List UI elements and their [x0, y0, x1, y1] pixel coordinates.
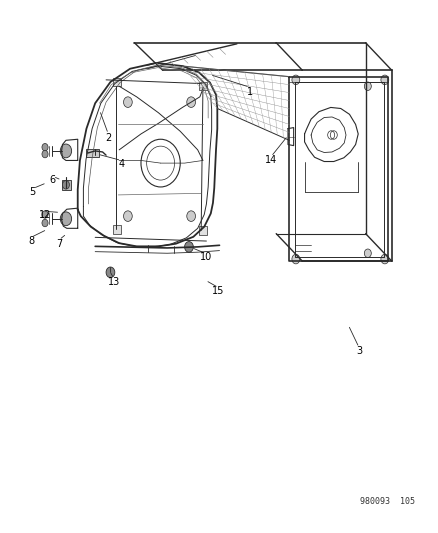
Bar	[86, 149, 99, 157]
Text: 12: 12	[39, 210, 51, 220]
Circle shape	[42, 143, 48, 151]
Text: 6: 6	[49, 175, 56, 185]
Text: 10: 10	[200, 253, 212, 262]
Circle shape	[380, 254, 388, 264]
Text: 980093  105: 980093 105	[359, 497, 414, 506]
Circle shape	[106, 267, 115, 278]
Circle shape	[364, 249, 371, 257]
Bar	[61, 180, 71, 190]
Circle shape	[60, 144, 71, 158]
Text: 1: 1	[247, 86, 253, 96]
Text: 8: 8	[28, 236, 34, 246]
Bar	[198, 82, 207, 91]
Bar	[113, 78, 121, 86]
Bar	[198, 226, 207, 235]
Circle shape	[42, 219, 48, 227]
Circle shape	[380, 75, 388, 85]
Text: 2: 2	[105, 133, 111, 143]
Circle shape	[186, 211, 195, 221]
Circle shape	[123, 211, 132, 221]
Circle shape	[291, 75, 299, 85]
Text: 7: 7	[56, 239, 62, 249]
Text: 15: 15	[212, 286, 224, 296]
Circle shape	[364, 82, 371, 91]
Text: 3: 3	[355, 346, 361, 357]
Circle shape	[291, 254, 299, 264]
Circle shape	[60, 212, 71, 225]
Circle shape	[62, 181, 69, 189]
Text: 4: 4	[118, 159, 124, 169]
Text: 13: 13	[108, 277, 120, 287]
Circle shape	[42, 211, 48, 218]
Circle shape	[184, 241, 193, 252]
Circle shape	[123, 97, 132, 108]
Bar	[113, 225, 121, 233]
Circle shape	[186, 97, 195, 108]
Text: 5: 5	[30, 187, 36, 197]
Text: 14: 14	[264, 156, 276, 165]
Circle shape	[42, 150, 48, 158]
